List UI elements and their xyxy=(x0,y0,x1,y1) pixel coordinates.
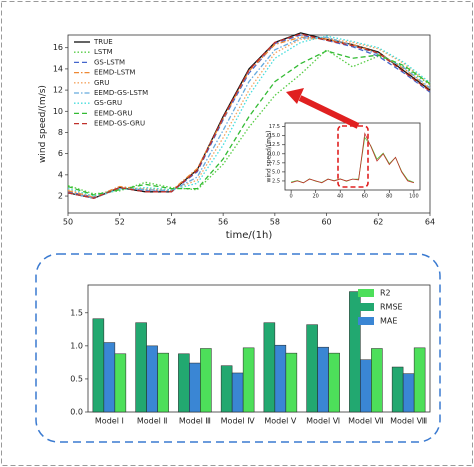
data-line xyxy=(67,48,431,195)
data-line xyxy=(67,37,431,198)
plot-frame xyxy=(67,34,431,214)
x-tick-label: 20 xyxy=(312,194,318,200)
legend-swatch xyxy=(358,317,374,325)
y-tick-label: 7.5 xyxy=(272,160,280,166)
x-tick-label: Model Ⅱ xyxy=(137,417,168,426)
x-tick-label: 40 xyxy=(337,194,343,200)
bar xyxy=(349,291,361,413)
y-tick-label: 14 xyxy=(53,64,63,73)
legend-label: GS-LSTM xyxy=(94,58,125,66)
x-tick-label: 80 xyxy=(386,194,392,200)
x-tick-label: Model Ⅵ xyxy=(306,417,340,426)
data-line xyxy=(67,34,431,198)
bar xyxy=(189,362,201,413)
bar xyxy=(103,342,116,413)
y-tick-label: 8 xyxy=(58,128,63,137)
pointer-arrow-head xyxy=(286,88,304,104)
bar xyxy=(306,324,318,413)
legend-label: GRU xyxy=(94,79,109,87)
x-tick-label: 58 xyxy=(270,218,280,227)
bar xyxy=(360,359,372,413)
pointer-arrow xyxy=(298,95,360,129)
bar xyxy=(328,352,340,413)
y-tick-label: 4 xyxy=(58,170,63,179)
y-tick-label: 6 xyxy=(58,149,63,158)
bar xyxy=(200,348,212,413)
x-tick-label: Model Ⅳ xyxy=(221,417,256,426)
bar xyxy=(135,322,147,413)
inset-background xyxy=(270,115,426,213)
y-tick-label: 12.5 xyxy=(269,142,280,148)
y-tick-label: 1.0 xyxy=(70,341,83,350)
legend-swatch xyxy=(358,303,374,311)
bar xyxy=(92,318,105,413)
x-tick-label: 54 xyxy=(166,218,176,227)
x-tick-label: Model Ⅰ xyxy=(95,417,124,426)
plot-frame xyxy=(87,284,431,413)
x-tick-label: 52 xyxy=(115,218,125,227)
y-tick-label: 0.5 xyxy=(70,374,83,383)
bar xyxy=(285,352,298,413)
legend-label: EEMD-GRU xyxy=(94,109,132,117)
data-line xyxy=(290,132,415,184)
y-tick-label: 16 xyxy=(53,43,63,52)
y-tick-label: 12 xyxy=(53,86,63,95)
legend-label: GS-GRU xyxy=(94,99,122,107)
bar xyxy=(231,372,244,413)
bar xyxy=(178,353,190,413)
y-tick-label: 2.5 xyxy=(272,178,280,184)
y-tick-label: 0.0 xyxy=(70,408,83,417)
bar xyxy=(413,347,426,413)
bar xyxy=(220,365,233,413)
bar xyxy=(263,322,276,413)
bar xyxy=(317,346,329,413)
x-tick-label: 0 xyxy=(290,194,293,200)
bar xyxy=(242,347,255,413)
x-tick-label: 50 xyxy=(63,218,73,227)
x-tick-label: 64 xyxy=(425,218,435,227)
bar xyxy=(402,373,415,413)
x-tick-label: 62 xyxy=(373,218,383,227)
y-tick-label: 2 xyxy=(58,192,63,201)
legend-label: MAE xyxy=(380,317,397,326)
y-axis-label: wind speed/(m/s) xyxy=(266,131,273,183)
x-tick-label: 60 xyxy=(362,194,368,200)
legend-label: LSTM xyxy=(94,48,113,56)
bar xyxy=(157,352,169,413)
x-tick-label: 60 xyxy=(321,218,331,227)
bar xyxy=(391,366,404,413)
y-tick-label: 10 xyxy=(53,107,63,116)
data-line xyxy=(67,33,431,199)
x-tick-label: 100 xyxy=(409,194,419,200)
data-line xyxy=(67,50,431,196)
x-tick-label: Model Ⅲ xyxy=(179,417,211,426)
y-tick-label: 1.5 xyxy=(70,308,83,317)
legend-label: EEMD-LSTM xyxy=(94,69,135,77)
bar xyxy=(114,353,127,413)
x-tick-label: 56 xyxy=(218,218,228,227)
x-tick-label: Model Ⅷ xyxy=(390,417,427,426)
legend-label: R2 xyxy=(380,289,391,298)
y-axis-label: wind speed/(m/s) xyxy=(38,85,48,163)
legend-label: EEMD-GS-LSTM xyxy=(94,89,148,97)
y-tick-label: 5.0 xyxy=(272,169,280,175)
bar xyxy=(371,348,383,413)
legend-label: TRUE xyxy=(93,38,113,46)
y-tick-label: 10.0 xyxy=(269,151,280,157)
data-line xyxy=(67,36,431,199)
legend-label: EEMD-GS-GRU xyxy=(94,120,145,128)
bar xyxy=(146,345,158,413)
x-axis-label: time/(1h) xyxy=(226,230,273,241)
legend-label: RMSE xyxy=(380,303,403,312)
legend-swatch xyxy=(358,289,374,297)
y-tick-label: 15.0 xyxy=(269,133,280,139)
y-tick-label: 17.5 xyxy=(269,124,280,130)
bar xyxy=(274,344,287,413)
x-tick-label: Model Ⅴ xyxy=(264,417,297,426)
x-tick-label: Model Ⅶ xyxy=(348,417,384,426)
